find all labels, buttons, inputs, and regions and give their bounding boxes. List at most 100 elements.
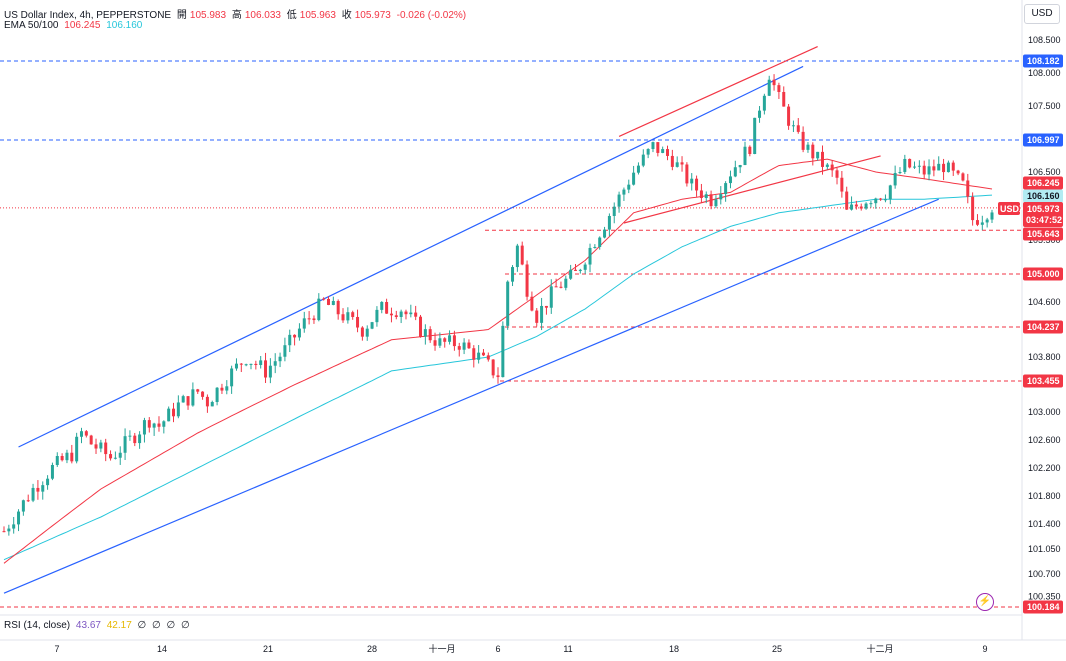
- price-tag-0-bg: [1023, 54, 1063, 68]
- candle-body: [893, 173, 897, 186]
- rsi-empty-3: ∅: [166, 620, 176, 631]
- candle-body: [825, 164, 829, 167]
- candle-body: [438, 338, 442, 346]
- candle-body: [820, 151, 824, 167]
- candle-body: [370, 322, 374, 329]
- ema-lines: [3, 158, 993, 564]
- candle-body: [835, 170, 839, 178]
- candle-body: [448, 335, 452, 342]
- candle-body: [443, 338, 447, 342]
- ema-legend[interactable]: EMA 50/100 106.245 106.160: [4, 20, 145, 31]
- candle-body: [118, 452, 122, 458]
- candle-body: [278, 356, 282, 362]
- candle-body: [491, 359, 495, 376]
- candle-body: [636, 165, 640, 173]
- channel-lines[interactable]: [3, 46, 939, 594]
- candle-body: [743, 146, 747, 166]
- candle-body: [191, 389, 195, 406]
- candle-body: [738, 165, 742, 168]
- candle-body: [462, 342, 466, 350]
- candle-body: [975, 220, 979, 225]
- candle-body: [854, 204, 858, 207]
- candle-body: [607, 215, 611, 230]
- candle-body: [883, 199, 887, 201]
- price-tag-3: 106.160: [1027, 191, 1060, 201]
- candle-body: [283, 345, 287, 357]
- candle-body: [767, 79, 771, 96]
- candle-body: [147, 420, 151, 428]
- price-tick-label: 104.600: [1028, 297, 1061, 307]
- candle-body: [365, 328, 369, 337]
- high-label: 高: [231, 10, 242, 21]
- candle-body: [389, 313, 393, 316]
- close-value: 105.973: [354, 10, 391, 21]
- candle-body: [113, 457, 117, 459]
- candle-body: [186, 396, 190, 406]
- price-tag-9-bg: [1023, 600, 1063, 614]
- candle-body: [845, 191, 849, 210]
- candle-body: [685, 164, 689, 184]
- candle-body: [666, 149, 670, 156]
- candle-body: [990, 212, 994, 220]
- candle-body: [569, 269, 573, 279]
- price-tick-label: 108.500: [1028, 35, 1061, 45]
- candle-body: [317, 298, 321, 321]
- ema50-line: [3, 158, 993, 564]
- candle-body: [133, 435, 137, 444]
- candle-body: [961, 173, 965, 181]
- candle-body: [46, 478, 50, 486]
- price-tag-5: 105.643: [1027, 229, 1060, 239]
- currency-button[interactable]: USD: [1024, 4, 1060, 24]
- candle-body: [486, 355, 490, 360]
- candle-body: [65, 452, 69, 461]
- price-axis[interactable]: 108.500108.000107.500106.500105.500104.6…: [1028, 35, 1061, 601]
- candle-body: [385, 301, 389, 314]
- candle-body: [980, 222, 984, 225]
- channel-upper-line: [18, 65, 804, 448]
- rsi-legend[interactable]: RSI (14, close) 43.67 42.17 ∅ ∅ ∅ ∅: [4, 620, 193, 631]
- rsi-empty-2: ∅: [152, 620, 161, 631]
- price-tag-7-bg: [1023, 320, 1063, 334]
- candle-body: [172, 408, 176, 417]
- candle-body: [244, 364, 248, 366]
- candle-body: [782, 91, 786, 107]
- candle-body: [268, 365, 272, 378]
- candle-body: [695, 178, 699, 191]
- candle-body: [578, 269, 582, 271]
- candle-body: [559, 286, 563, 288]
- candle-body: [273, 361, 277, 366]
- candle-body: [850, 204, 854, 210]
- candle-body: [375, 309, 379, 323]
- candle-body: [138, 434, 142, 444]
- candle-body: [913, 166, 917, 168]
- price-tick-label: 108.000: [1028, 68, 1061, 78]
- price-tick-label: 103.000: [1028, 407, 1061, 417]
- candle-body: [506, 281, 510, 326]
- price-tick-label: 101.800: [1028, 491, 1061, 501]
- symbol-legend: US Dollar Index, 4h, PEPPERSTONE 開 105.98…: [4, 6, 469, 21]
- close-label: 收: [341, 10, 352, 21]
- candle-body: [297, 328, 301, 338]
- candle-body: [864, 203, 868, 209]
- lightning-icon[interactable]: ⚡: [976, 593, 994, 611]
- candle-body: [341, 314, 345, 321]
- candle-body: [811, 144, 815, 159]
- time-axis[interactable]: 7 14 21 28 十一月 6 11 18 25 十二月 9: [54, 643, 987, 654]
- candle-body: [617, 194, 621, 207]
- candle-body: [675, 162, 679, 167]
- candle-body: [152, 423, 156, 428]
- candle-body: [259, 360, 263, 366]
- candle-body: [719, 194, 723, 200]
- time-tick-label: 十一月: [428, 643, 455, 654]
- candle-body: [423, 329, 427, 337]
- price-tag-5-bg: [1023, 227, 1063, 241]
- rsi-label: RSI (14, close): [4, 620, 71, 631]
- price-tick-label: 101.050: [1028, 544, 1061, 554]
- candle-body: [966, 180, 970, 197]
- candle-body: [806, 144, 810, 150]
- candle-body: [419, 316, 423, 337]
- price-tag-6: 105.000: [1027, 269, 1060, 279]
- candle-body: [167, 408, 171, 422]
- time-tick-label: 6: [495, 644, 500, 654]
